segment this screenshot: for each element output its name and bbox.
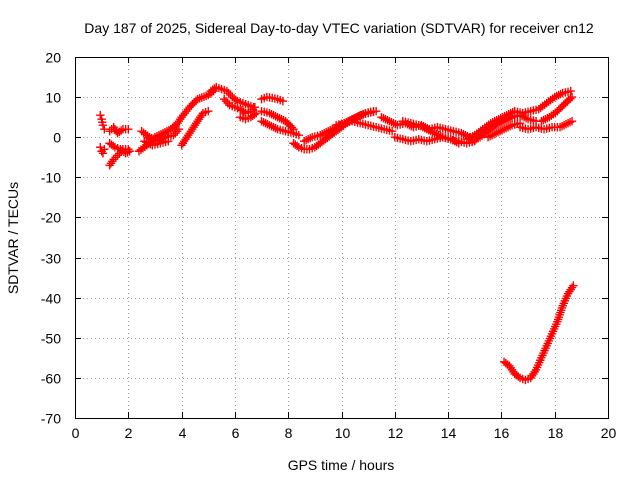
x-tick-label: 4	[179, 425, 187, 441]
series-seg22	[462, 86, 575, 144]
y-tick-label: -60	[41, 371, 61, 387]
data-point	[281, 116, 290, 126]
data-point	[567, 92, 577, 102]
series-seg14	[257, 106, 298, 134]
data-point	[250, 102, 260, 112]
y-tick-label: -70	[41, 411, 61, 427]
x-tick-label: 2	[125, 425, 133, 441]
data-point	[567, 116, 577, 126]
x-tick-label: 16	[494, 425, 510, 441]
series-seg23	[467, 110, 541, 146]
data-point-fill	[557, 102, 567, 111]
axis-ticks: 0 2 4 6 8 10 12 14 16 18 20 -70 -60 -50 -40 -30 -20 -10 0 1…	[41, 50, 617, 442]
data-point	[566, 86, 575, 96]
series-seg20	[398, 116, 479, 148]
y-tick-label: -20	[41, 210, 61, 226]
y-axis-label: SDTVAR / TECUs	[5, 182, 21, 294]
series-seg21	[390, 133, 463, 148]
series-seg13	[257, 92, 288, 106]
data-point	[98, 149, 108, 158]
series-seg1	[96, 110, 109, 134]
series-seg24	[483, 118, 525, 142]
series-seg5	[105, 139, 134, 158]
data-point	[164, 137, 173, 146]
x-tick-label: 20	[601, 425, 617, 441]
x-tick-label: 14	[441, 425, 457, 441]
y-tick-label: 10	[45, 90, 61, 106]
data-point-fill	[190, 98, 199, 107]
data-point-fill	[286, 121, 295, 131]
data-point	[100, 145, 109, 154]
series-seg26	[537, 92, 577, 126]
data-point	[98, 120, 108, 130]
data-point	[569, 281, 578, 290]
series-seg8	[140, 137, 173, 150]
y-tick-label: 20	[45, 50, 61, 66]
y-tick-label: -30	[41, 251, 61, 267]
series-seg2	[96, 143, 109, 158]
grid	[75, 57, 608, 418]
x-tick-label: 10	[335, 425, 351, 441]
data-point	[125, 147, 134, 156]
data-point	[387, 127, 397, 136]
data-point-fill	[186, 101, 196, 110]
data-point	[204, 106, 213, 116]
data-point-fill	[188, 99, 197, 109]
x-tick-label: 12	[388, 425, 404, 441]
data-points	[96, 82, 578, 385]
y-tick-label: -10	[41, 170, 61, 186]
data-point	[96, 110, 105, 120]
data-point	[174, 125, 184, 134]
x-tick-label: 18	[548, 425, 564, 441]
data-point	[124, 125, 133, 134]
series-seg7	[137, 125, 184, 146]
series-seg9	[177, 106, 213, 150]
data-point-fill	[282, 118, 292, 127]
series-seg3	[105, 122, 133, 138]
x-tick-label: 8	[285, 425, 293, 441]
data-point	[553, 106, 562, 116]
x-axis-label: GPS time / hours	[288, 457, 395, 473]
data-point	[100, 125, 109, 134]
chart-title: Day 187 of 2025, Sidereal Day-to-day VTE…	[84, 20, 594, 36]
data-point	[454, 139, 463, 148]
series-seg11	[220, 94, 260, 118]
series-seg27	[499, 281, 578, 385]
data-point	[252, 108, 261, 118]
data-point	[278, 96, 288, 106]
series-seg15	[257, 116, 304, 140]
series-seg12	[236, 108, 261, 124]
data-point	[294, 131, 304, 140]
series-seg18	[331, 116, 397, 136]
data-point-fill	[559, 100, 568, 109]
x-tick-label: 6	[232, 425, 240, 441]
data-point-fill	[287, 123, 297, 132]
x-tick-label: 0	[72, 425, 80, 441]
data-point	[371, 106, 381, 116]
data-point-fill	[556, 103, 565, 113]
y-tick-label: -50	[41, 331, 61, 347]
series-seg25	[515, 116, 577, 134]
y-tick-label: -40	[41, 291, 61, 307]
data-point-fill	[554, 105, 564, 114]
data-point	[185, 102, 194, 112]
y-tick-label: 0	[53, 130, 61, 146]
data-point-fill	[284, 120, 293, 129]
